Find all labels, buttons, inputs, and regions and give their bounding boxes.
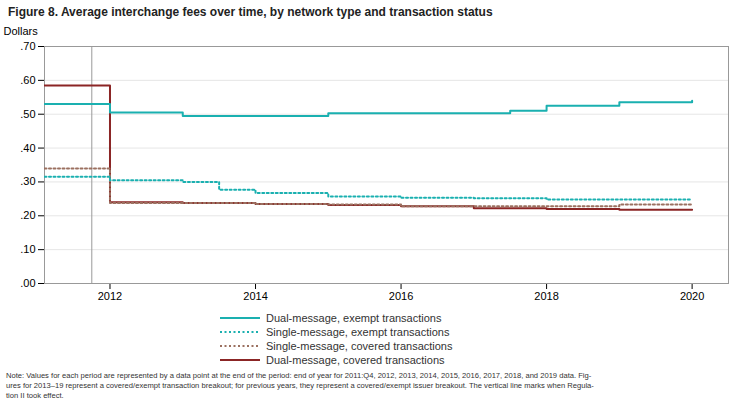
svg-text:.50: .50 — [20, 108, 35, 120]
html-text:Single-message, covered transa: Single-message, covered transactions — [266, 340, 453, 352]
svg-text:.40: .40 — [20, 142, 35, 154]
html-text:Dual-message, exempt transacti: Dual-message, exempt transactions — [266, 312, 442, 324]
svg-text:2012: 2012 — [98, 290, 122, 302]
svg-text:2016: 2016 — [389, 290, 413, 302]
svg-text:2020: 2020 — [680, 290, 704, 302]
html-text:Single-message, exempt transac: Single-message, exempt transactions — [266, 326, 450, 338]
svg-text:.70: .70 — [20, 40, 35, 52]
svg-text:.00: .00 — [20, 277, 35, 289]
html-text:tion II took effect.: tion II took effect. — [6, 391, 64, 400]
svg-text:.60: .60 — [20, 74, 35, 86]
svg-text:2018: 2018 — [534, 290, 558, 302]
svg-text:2014: 2014 — [243, 290, 267, 302]
html-text:Note: Values for each period a: Note: Values for each period are represe… — [6, 371, 592, 380]
html-text:ures for 2013–19 represent a c: ures for 2013–19 represent a covered/exe… — [6, 381, 594, 390]
svg-text:.20: .20 — [20, 209, 35, 221]
svg-text:Dollars: Dollars — [4, 25, 39, 37]
html-text:Dual-message, covered transact: Dual-message, covered transactions — [266, 354, 445, 366]
html-text:Figure 8. Average interchange: Figure 8. Average interchange fees over … — [8, 5, 493, 19]
svg-text:.10: .10 — [20, 243, 35, 255]
svg-text:.30: .30 — [20, 175, 35, 187]
